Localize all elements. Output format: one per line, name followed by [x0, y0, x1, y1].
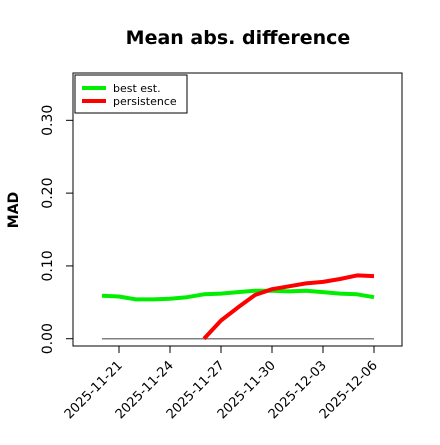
- legend-box: [74, 74, 188, 114]
- legend-label: persistence: [113, 95, 177, 108]
- y-tick-label: 0.30: [40, 105, 56, 136]
- y-tick-label: 0.10: [40, 250, 56, 281]
- x-axis: 2025-11-212025-11-242025-11-272025-11-30…: [62, 346, 381, 422]
- y-tick-label: 0.00: [40, 323, 56, 354]
- legend-label: best est.: [113, 82, 161, 95]
- series-line-persistence: [202, 273, 375, 341]
- y-tick-label: 0.20: [40, 178, 56, 209]
- y-axis-title: MAD: [6, 192, 22, 228]
- y-axis: 0.00 0.10 0.20 0.30: [40, 105, 73, 354]
- series-layer: [101, 273, 375, 341]
- series-line-best-est: [101, 288, 375, 302]
- chart-title: Mean abs. difference: [126, 27, 351, 49]
- legend: best est.persistence: [74, 74, 188, 114]
- plot-frame: [72, 72, 403, 347]
